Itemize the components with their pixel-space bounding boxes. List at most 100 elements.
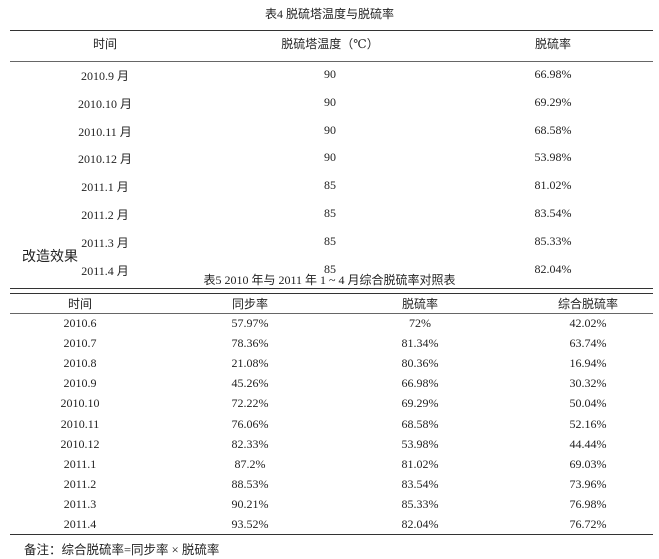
table5-cell-desulfurization-rate: 82.04% — [401, 517, 439, 531]
table4-row: 2011.2 月 85 83.54% — [0, 206, 659, 226]
table4-cell-time: 2010.11 月 — [78, 124, 132, 139]
table5-row: 2010.10 72.22% 69.29% 50.04% — [0, 396, 659, 416]
table4-row: 2011.4 月 85 82.04% — [0, 262, 659, 282]
table4-cell-temperature: 90 — [324, 67, 336, 81]
table4-cell-time: 2011.2 月 — [81, 208, 129, 222]
table5-cell-sync-rate: 76.06% — [231, 416, 269, 431]
table4-cell-rate: 66.98% — [534, 67, 572, 81]
table5-cell-time: 2010.12 — [60, 436, 100, 451]
table4-cell-time: 2010.10 月 — [77, 96, 133, 111]
table4-caption: 表4 脱硫塔温度与脱硫率 — [264, 7, 394, 21]
table5-cell-desulfurization-rate: 72% — [409, 316, 431, 330]
table4-cell-time: 2011.1 月 — [81, 180, 129, 195]
table5-cell-time: 2010.6 — [63, 316, 97, 330]
table5-row: 2010.11 76.06% 68.58% 52.16% — [0, 417, 659, 437]
table5-row: 2010.9 45.26% 66.98% 30.32% — [0, 376, 659, 396]
table4-cell-rate: 53.98% — [534, 150, 572, 165]
table5-top-rule — [10, 293, 653, 294]
table5-cell-time: 2011.2 — [63, 476, 97, 491]
table5-cell-desulfurization-rate: 81.34% — [401, 336, 439, 351]
table5-cell-combined-rate: 44.44% — [569, 436, 607, 451]
table4-cell-rate: 83.54% — [534, 206, 572, 220]
table4-header-rate: 脱硫率 — [534, 37, 572, 51]
table5-cell-time: 2011.4 — [63, 517, 97, 531]
table5-row: 2011.1 87.2% 81.02% 69.03% — [0, 457, 659, 477]
table5-row: 2011.3 90.21% 85.33% 76.98% — [0, 497, 659, 517]
table4-header-temperature: 脱硫塔温度（℃） — [281, 37, 379, 51]
table4-row: 2010.12 月 90 53.98% — [0, 150, 659, 170]
table5-cell-desulfurization-rate: 80.36% — [401, 356, 439, 371]
table4-cell-rate: 82.04% — [534, 261, 572, 276]
table5-cell-desulfurization-rate: 66.98% — [401, 376, 439, 391]
table5-note: 备注：综合脱硫率=同步率 × 脱硫率 — [24, 543, 220, 557]
table5-header-combined-rate: 综合脱硫率 — [557, 297, 619, 311]
table5-cell-combined-rate: 50.04% — [569, 396, 607, 411]
table4-cell-time: 2010.9 月 — [80, 69, 130, 83]
table4-cell-temperature: 90 — [324, 94, 336, 109]
table5-cell-sync-rate: 90.21% — [231, 496, 269, 511]
table4-cell-temperature: 85 — [324, 178, 336, 193]
table5-cell-combined-rate: 16.94% — [569, 356, 607, 371]
section-heading: 改造效果 — [22, 250, 78, 265]
table5-cell-combined-rate: 52.16% — [569, 416, 607, 431]
table4-cell-time: 2010.12 月 — [77, 152, 133, 167]
table5-cell-sync-rate: 72.22% — [231, 396, 269, 411]
table4-cell-temperature: 90 — [324, 122, 336, 137]
table5-cell-desulfurization-rate: 69.29% — [401, 396, 439, 411]
table5-row: 2011.4 93.52% 82.04% 76.72% — [0, 517, 659, 537]
table5-cell-time: 2011.3 — [63, 496, 97, 511]
table5-cell-sync-rate: 78.36% — [231, 336, 269, 351]
table5-row: 2010.12 82.33% 53.98% 44.44% — [0, 437, 659, 457]
table4-row: 2011.3 月 85 85.33% — [0, 234, 659, 254]
table5-cell-sync-rate: 87.2% — [234, 456, 266, 471]
table4-header-rule — [10, 61, 653, 62]
table5-cell-desulfurization-rate: 68.58% — [401, 416, 439, 431]
table4-row: 2010.9 月 90 66.98% — [0, 67, 659, 87]
table4-row: 2010.10 月 90 69.29% — [0, 95, 659, 115]
table5-cell-combined-rate: 76.72% — [569, 517, 607, 531]
table4-row: 2010.11 月 90 68.58% — [0, 123, 659, 143]
table4-cell-rate: 69.29% — [534, 94, 572, 109]
table4-header-time: 时间 — [92, 37, 118, 51]
table5-cell-sync-rate: 45.26% — [231, 376, 269, 391]
table5-cell-combined-rate: 73.96% — [569, 476, 607, 491]
table5-cell-time: 2010.9 — [63, 376, 97, 391]
table5-row: 2010.7 78.36% 81.34% 63.74% — [0, 336, 659, 356]
table4-cell-temperature: 85 — [324, 261, 336, 276]
table5-row: 2010.8 21.08% 80.36% 16.94% — [0, 356, 659, 376]
table5-cell-combined-rate: 69.03% — [569, 456, 607, 471]
table5-header-rule — [10, 313, 653, 314]
table5-cell-time: 2010.8 — [63, 356, 97, 371]
table4-row: 2011.1 月 85 81.02% — [0, 178, 659, 198]
table5-bottom-rule — [10, 534, 653, 535]
table4-cell-temperature: 85 — [324, 233, 336, 248]
table4-cell-rate: 68.58% — [534, 122, 572, 137]
table5-cell-time: 2010.11 — [60, 416, 100, 431]
table5-cell-sync-rate: 88.53% — [231, 476, 269, 491]
table4-cell-temperature: 90 — [324, 150, 336, 165]
table5-cell-desulfurization-rate: 53.98% — [401, 436, 439, 451]
table5-cell-time: 2010.7 — [63, 336, 97, 351]
table5-cell-sync-rate: 57.97% — [231, 316, 269, 330]
table4-cell-rate: 81.02% — [534, 178, 572, 193]
table5-row: 2010.6 57.97% 72% 42.02% — [0, 316, 659, 336]
table5-cell-combined-rate: 30.32% — [569, 376, 607, 391]
table5-header-time: 时间 — [67, 297, 93, 311]
table5-cell-desulfurization-rate: 83.54% — [401, 476, 439, 491]
table5-header-sync-rate: 同步率 — [231, 297, 269, 311]
table5-cell-sync-rate: 93.52% — [231, 517, 269, 531]
table5-cell-time: 2011.1 — [63, 456, 97, 471]
table5-cell-combined-rate: 63.74% — [569, 336, 607, 351]
table5-cell-sync-rate: 21.08% — [231, 356, 269, 371]
table4-cell-time: 2011.3 月 — [81, 235, 129, 250]
table5-cell-combined-rate: 42.02% — [569, 316, 607, 330]
table5-row: 2011.2 88.53% 83.54% 73.96% — [0, 477, 659, 497]
table4-header-row: 时间 脱硫塔温度（℃） 脱硫率 — [0, 35, 659, 55]
table4-cell-temperature: 85 — [324, 206, 336, 220]
table5-cell-time: 2010.10 — [60, 396, 100, 411]
table5-cell-sync-rate: 82.33% — [231, 436, 269, 451]
table5-cell-desulfurization-rate: 85.33% — [401, 496, 439, 511]
table4-bottom-rule — [10, 288, 653, 289]
table5-header-row: 时间 同步率 脱硫率 综合脱硫率 — [0, 295, 659, 315]
table5-header-desulfurization-rate: 脱硫率 — [401, 297, 439, 311]
